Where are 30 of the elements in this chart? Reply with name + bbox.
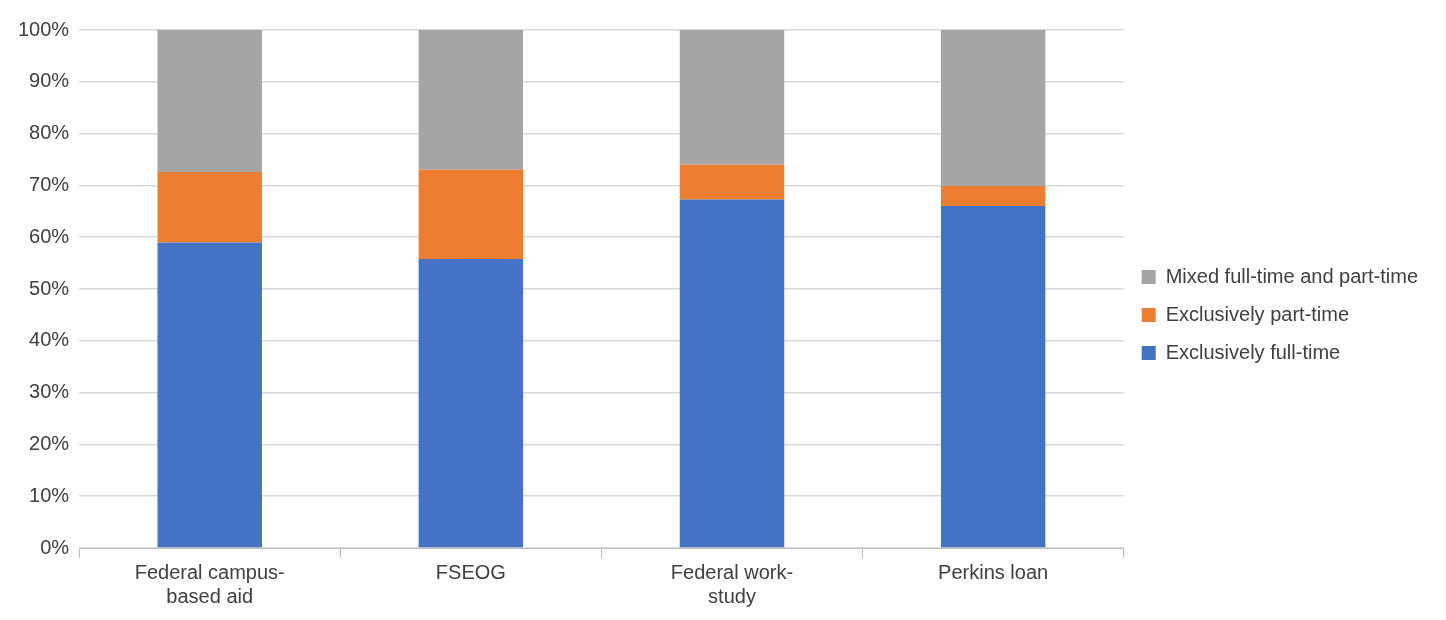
y-tick-label: 10% [29,483,70,506]
x-tick-label: FSEOG [435,560,506,583]
bar [679,199,785,548]
y-tick-label: 20% [29,431,70,454]
bar [940,206,1046,548]
bar [679,30,785,165]
y-tick-label: 70% [29,172,70,195]
bar [679,164,785,200]
y-tick-label: 50% [29,276,70,299]
bar [418,169,524,259]
legend-label: Exclusively part-time [1165,302,1350,325]
bar [418,30,524,170]
legend-label: Exclusively full-time [1165,340,1341,363]
bar [157,30,262,172]
bar [940,185,1046,207]
bar [157,171,262,243]
bar [940,30,1046,186]
x-tick-label: Federal work-study [670,560,794,607]
y-tick-label: 80% [29,121,70,144]
bar [418,258,524,548]
x-tick-label: Perkins loan [938,560,1049,583]
y-tick-label: 60% [29,224,70,247]
y-tick-label: 0% [40,535,70,558]
y-tick-label: 40% [29,328,70,351]
y-tick-label: 100% [18,17,70,40]
y-tick-label: 90% [29,69,70,92]
y-tick-label: 30% [29,380,70,403]
bar [157,242,262,548]
x-tick-label: Federal campus-based aid [134,560,285,607]
legend-label: Mixed full-time and part-time [1165,264,1419,287]
